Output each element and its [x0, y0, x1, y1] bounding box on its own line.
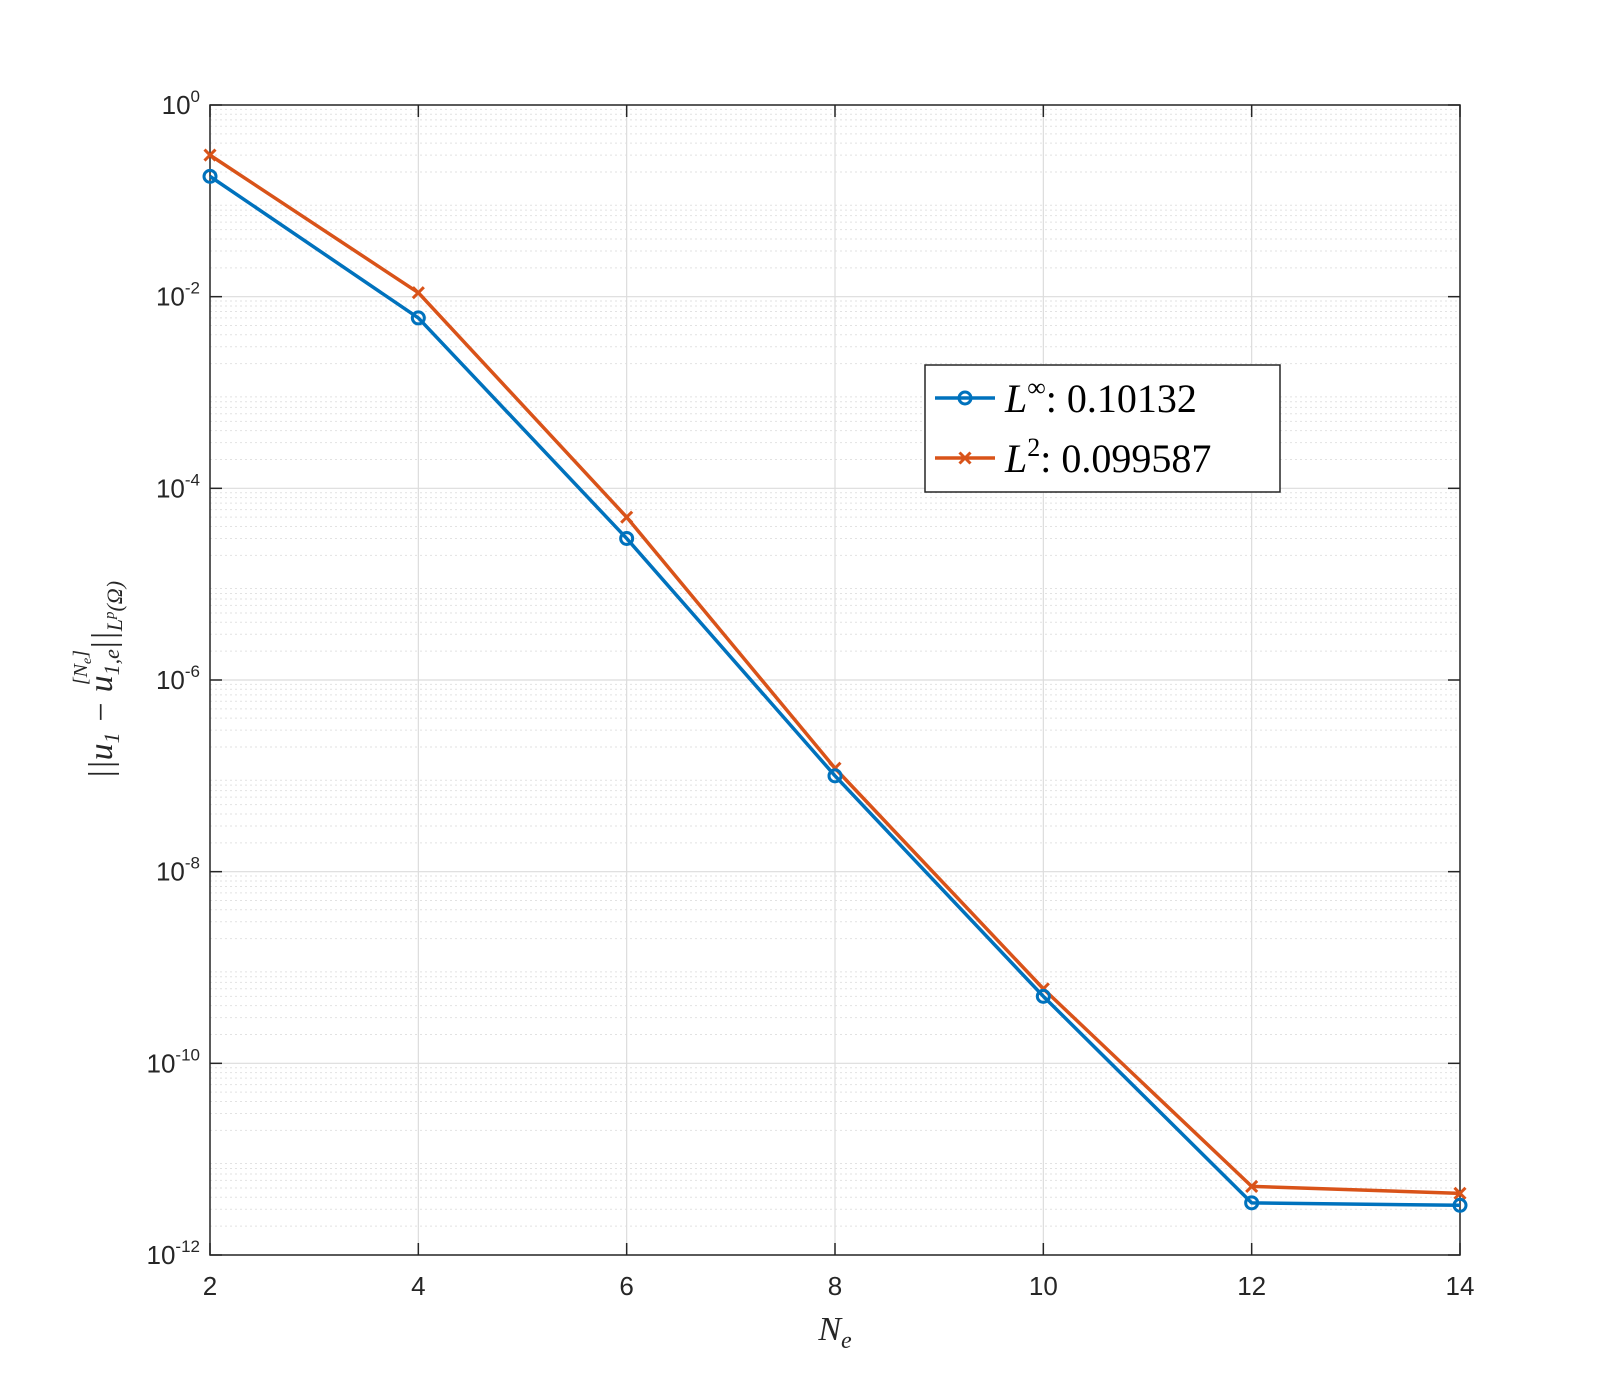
x-tick-label: 4 [411, 1271, 425, 1301]
data-point [957, 390, 973, 406]
data-point [202, 168, 218, 184]
data-point [619, 530, 635, 546]
y-tick-label: 10-10 [147, 1045, 201, 1078]
x-tick-label: 12 [1237, 1271, 1266, 1301]
y-tick-label: 10-2 [156, 279, 200, 312]
x-tick-label: 14 [1446, 1271, 1475, 1301]
x-tick-label: 8 [828, 1271, 842, 1301]
y-tick-label: 10-6 [156, 662, 200, 695]
legend-box [924, 364, 1281, 493]
data-point [1452, 1197, 1468, 1213]
x-tick-label: 6 [619, 1271, 633, 1301]
legend-entry: L∞: 0.10132 [935, 373, 1197, 421]
data-point [1244, 1195, 1260, 1211]
grid [209, 104, 1461, 1256]
data-point [1035, 988, 1051, 1004]
data-point [1453, 1186, 1467, 1200]
y-tick-label: 10-8 [156, 854, 200, 887]
data-point [411, 286, 425, 300]
data-point [620, 510, 634, 524]
data-point [827, 768, 843, 784]
y-tick-label: 10-12 [147, 1237, 201, 1270]
x-tick-label: 2 [203, 1271, 217, 1301]
y-axis-label: ||u1 − u1,e[Ne]||Lp(Ω) [70, 581, 127, 779]
legend-label: L∞: 0.10132 [1004, 373, 1197, 421]
series-group [202, 168, 1468, 1213]
series-line [209, 174, 1461, 1208]
y-tick-label: 100 [162, 87, 200, 120]
data-point [958, 451, 972, 465]
x-axis-label: Ne [817, 1311, 852, 1354]
legend: L∞: 0.10132 L2: 0.099587 [924, 364, 1281, 493]
legend-label: L2: 0.099587 [1004, 433, 1211, 481]
series-layer [202, 148, 1468, 1213]
data-point [410, 310, 426, 326]
axis-ticks: 2 4 6 8 10 12 14 100 10-2 10-4 10-6 10-8 10-10 10-12 [147, 87, 1475, 1301]
x-tick-label: 10 [1029, 1271, 1058, 1301]
legend-entry: L2: 0.099587 [935, 433, 1211, 481]
data-point [1245, 1179, 1259, 1193]
y-tick-label: 10-4 [156, 470, 200, 503]
data-point [203, 148, 217, 162]
